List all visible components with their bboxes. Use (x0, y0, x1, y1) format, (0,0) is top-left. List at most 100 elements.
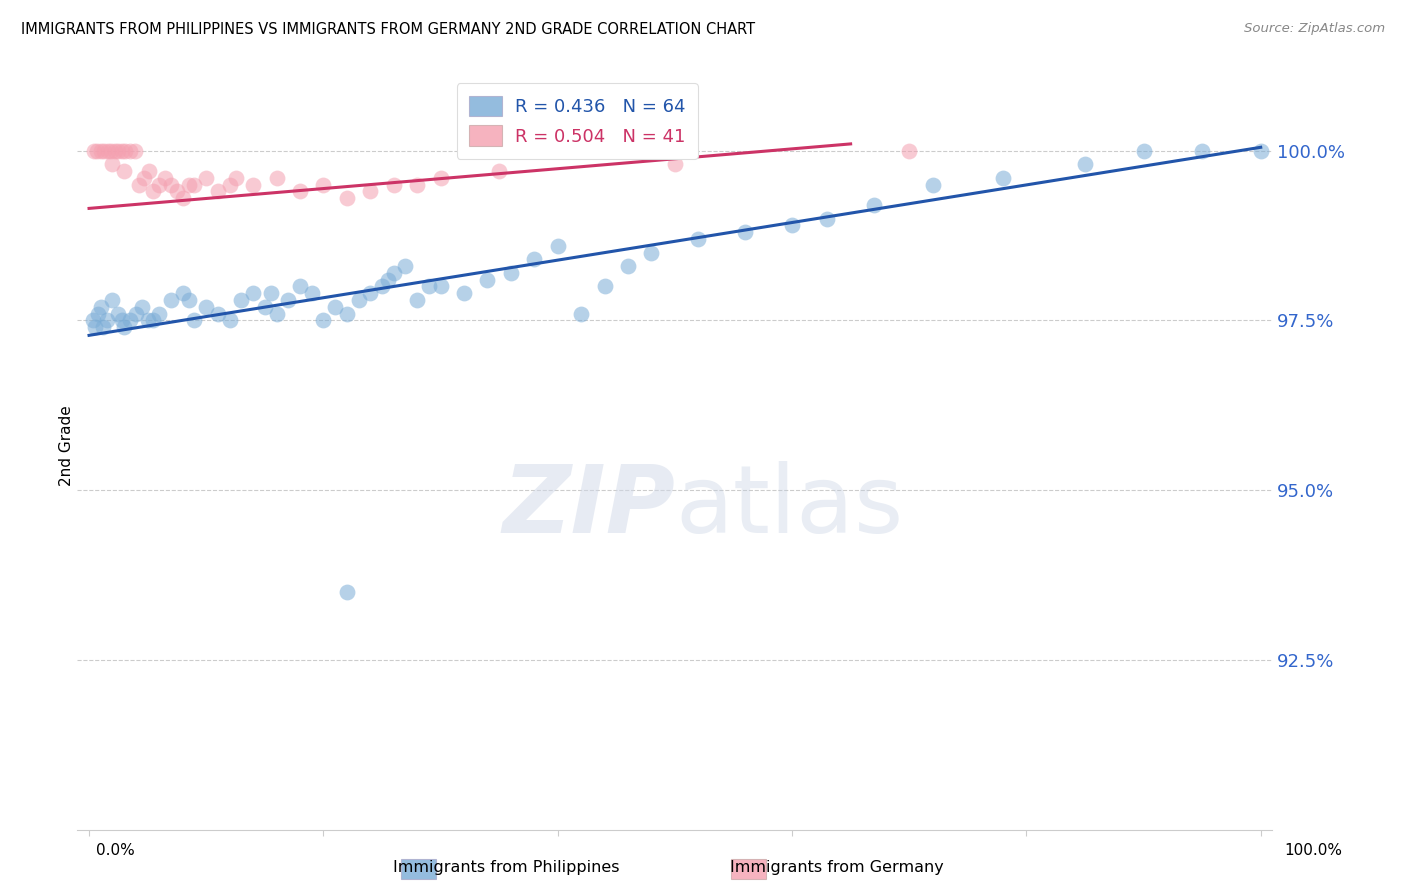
Point (815, 211, 838, 226)
Point (780, 219, 803, 233)
Text: Source: ZipAtlas.com: Source: ZipAtlas.com (1244, 22, 1385, 36)
Point (569, 307, 592, 321)
Point (207, 307, 229, 321)
Point (124, 144, 146, 158)
Point (359, 286, 381, 301)
Point (288, 279, 311, 293)
Point (1191, 144, 1213, 158)
Point (231, 293, 253, 307)
Point (288, 185, 311, 199)
Point (406, 178, 429, 192)
Point (82, 313, 104, 327)
Point (177, 178, 200, 192)
Point (172, 191, 194, 205)
Point (101, 293, 124, 307)
Point (84, 320, 107, 334)
Point (429, 170, 451, 185)
Point (477, 273, 499, 287)
Point (97, 144, 120, 158)
Point (688, 232, 710, 246)
Point (336, 191, 359, 205)
Point (429, 279, 451, 293)
Point (377, 273, 399, 287)
Point (87, 307, 110, 321)
Text: 100.0%: 100.0% (1285, 843, 1343, 858)
Y-axis label: 2nd Grade: 2nd Grade (59, 406, 73, 486)
Point (218, 313, 240, 327)
Point (1132, 144, 1154, 158)
Point (242, 178, 264, 192)
Point (207, 185, 229, 199)
Point (177, 293, 200, 307)
Point (112, 320, 135, 334)
Point (453, 286, 475, 301)
Point (183, 178, 205, 192)
Point (120, 313, 141, 327)
Point (148, 307, 170, 321)
Point (111, 313, 134, 327)
Point (260, 286, 283, 301)
Point (225, 170, 247, 185)
Point (83, 144, 105, 158)
Point (359, 185, 381, 199)
Point (347, 293, 370, 307)
Point (111, 144, 134, 158)
Point (640, 245, 662, 260)
Point (991, 170, 1014, 185)
Point (371, 279, 394, 293)
Point (142, 313, 165, 327)
Point (863, 198, 886, 212)
Text: Immigrants from Germany: Immigrants from Germany (730, 860, 943, 874)
Point (277, 293, 299, 307)
Point (172, 286, 194, 301)
Point (218, 178, 240, 192)
Point (107, 144, 129, 158)
Point (91, 320, 114, 334)
Point (128, 178, 150, 192)
Point (394, 259, 416, 273)
Point (160, 178, 183, 192)
Point (336, 307, 359, 321)
Point (499, 266, 522, 280)
Point (101, 157, 124, 171)
Point (132, 170, 156, 185)
Point (382, 178, 405, 192)
Point (93, 144, 115, 158)
Point (90, 144, 112, 158)
Point (406, 293, 429, 307)
Point (323, 300, 346, 314)
Point (148, 178, 170, 192)
Text: Immigrants from Philippines: Immigrants from Philippines (392, 860, 620, 874)
Point (104, 144, 127, 158)
Point (898, 144, 921, 158)
Point (301, 286, 323, 301)
Point (488, 164, 510, 178)
Point (107, 307, 129, 321)
Point (195, 170, 218, 185)
Point (1074, 157, 1097, 171)
Point (266, 170, 288, 185)
Text: ZIP: ZIP (502, 461, 675, 553)
Point (617, 259, 640, 273)
Point (242, 286, 264, 301)
Text: 0.0%: 0.0% (96, 843, 135, 858)
Point (131, 300, 153, 314)
Point (125, 307, 148, 321)
Point (523, 252, 546, 267)
Point (96, 313, 118, 327)
Legend: R = 0.436   N = 64, R = 0.504   N = 41: R = 0.436 N = 64, R = 0.504 N = 41 (457, 83, 697, 159)
Point (86, 144, 108, 158)
Point (336, 585, 359, 599)
Point (195, 300, 218, 314)
Text: IMMIGRANTS FROM PHILIPPINES VS IMMIGRANTS FROM GERMANY 2ND GRADE CORRELATION CHA: IMMIGRANTS FROM PHILIPPINES VS IMMIGRANT… (21, 22, 755, 37)
Point (136, 313, 159, 327)
Point (921, 178, 943, 192)
Point (1250, 144, 1272, 158)
Point (112, 164, 135, 178)
Point (183, 313, 205, 327)
Point (547, 238, 569, 252)
Text: atlas: atlas (675, 461, 903, 553)
Point (593, 279, 616, 293)
Point (312, 313, 335, 327)
Point (120, 144, 141, 158)
